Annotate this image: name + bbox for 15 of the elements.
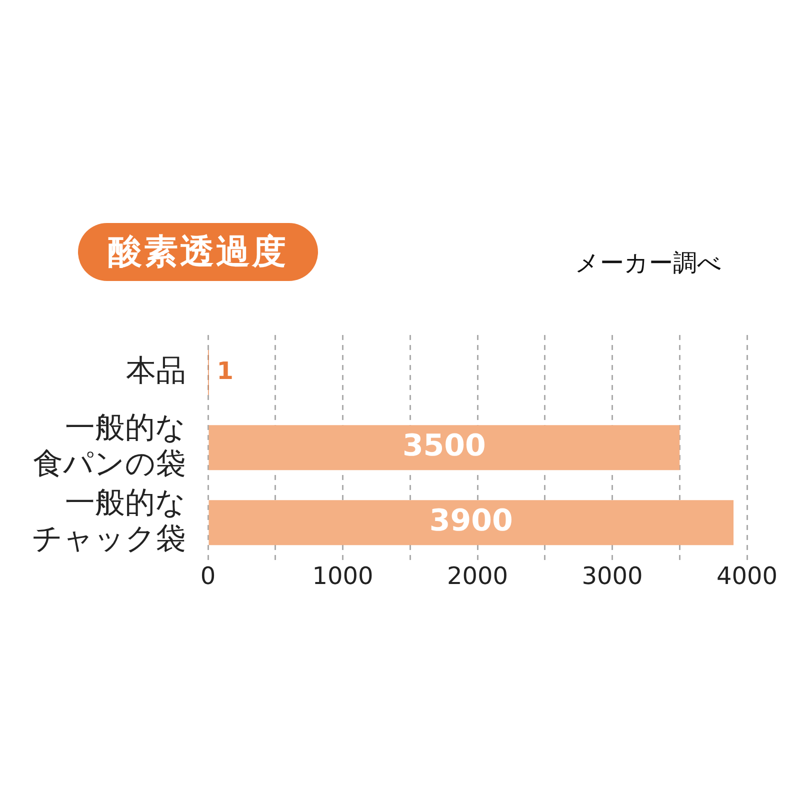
x-tick-label: 4000: [716, 562, 778, 590]
bar: [208, 500, 734, 546]
y-tick-label: 一般的なチャック袋: [32, 485, 186, 556]
x-tick-label: 2000: [446, 562, 508, 590]
y-tick-label: 本品: [126, 353, 186, 388]
x-tick-label: 3000: [582, 562, 643, 590]
data-label: 3900: [429, 503, 513, 538]
x-tick-label: 0: [200, 562, 216, 590]
text: メーカー調べ: [575, 249, 722, 277]
chart-title: 酸素透過度: [78, 223, 318, 281]
data-label: 1: [216, 356, 234, 385]
y-tick-label: 一般的な食パンの袋: [33, 410, 186, 482]
x-tick-label: 1000: [312, 562, 374, 590]
bar: [208, 425, 680, 470]
data-label: 3500: [402, 428, 486, 464]
